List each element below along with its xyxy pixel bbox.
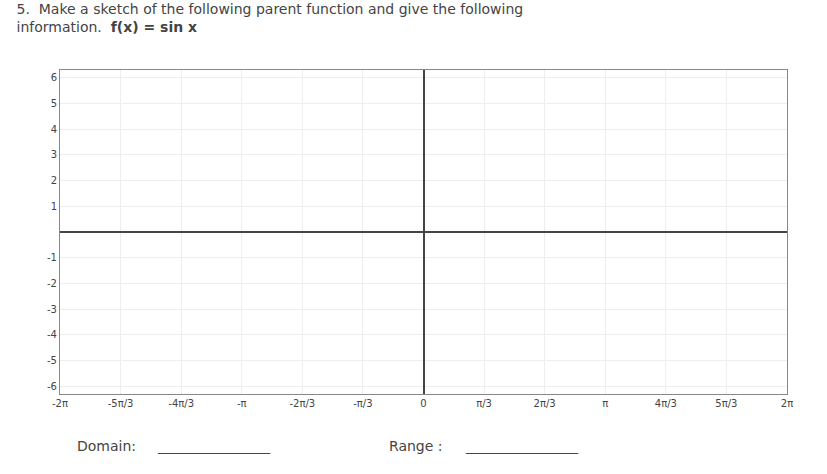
svg-text:π/3: π/3 xyxy=(476,398,492,409)
svg-text:________________: ________________ xyxy=(157,438,271,454)
svg-text:-π/3: -π/3 xyxy=(353,398,372,409)
svg-text:2π: 2π xyxy=(781,398,793,409)
svg-text:-4π/3: -4π/3 xyxy=(168,398,194,409)
svg-text:0: 0 xyxy=(420,398,426,409)
svg-text:Range :: Range : xyxy=(389,438,443,454)
svg-text:________________: ________________ xyxy=(465,438,579,454)
svg-text:π: π xyxy=(602,398,608,409)
svg-text:Domain:: Domain: xyxy=(77,438,136,454)
svg-text:5: 5 xyxy=(51,98,57,109)
svg-text:5π/3: 5π/3 xyxy=(715,398,737,409)
svg-text:-1: -1 xyxy=(47,252,57,263)
svg-text:-5: -5 xyxy=(47,355,57,366)
svg-text:-3: -3 xyxy=(47,304,57,315)
svg-text:1: 1 xyxy=(51,201,57,212)
svg-text:4π/3: 4π/3 xyxy=(655,398,677,409)
svg-text:-2π: -2π xyxy=(52,398,68,409)
svg-text:-6: -6 xyxy=(47,381,57,392)
svg-text:2π/3: 2π/3 xyxy=(534,398,556,409)
svg-text:-2π/3: -2π/3 xyxy=(289,398,315,409)
svg-text:3: 3 xyxy=(51,149,57,160)
svg-text:-5π/3: -5π/3 xyxy=(108,398,134,409)
svg-text:-4: -4 xyxy=(47,329,57,340)
svg-text:5. Make a sketch of the follo: 5. Make a sketch of the following parent… xyxy=(17,1,524,35)
svg-text:6: 6 xyxy=(51,72,57,83)
svg-text:-π: -π xyxy=(237,398,247,409)
svg-text:-2: -2 xyxy=(47,278,57,289)
svg-text:2: 2 xyxy=(51,175,57,186)
svg-text:4: 4 xyxy=(51,124,57,135)
